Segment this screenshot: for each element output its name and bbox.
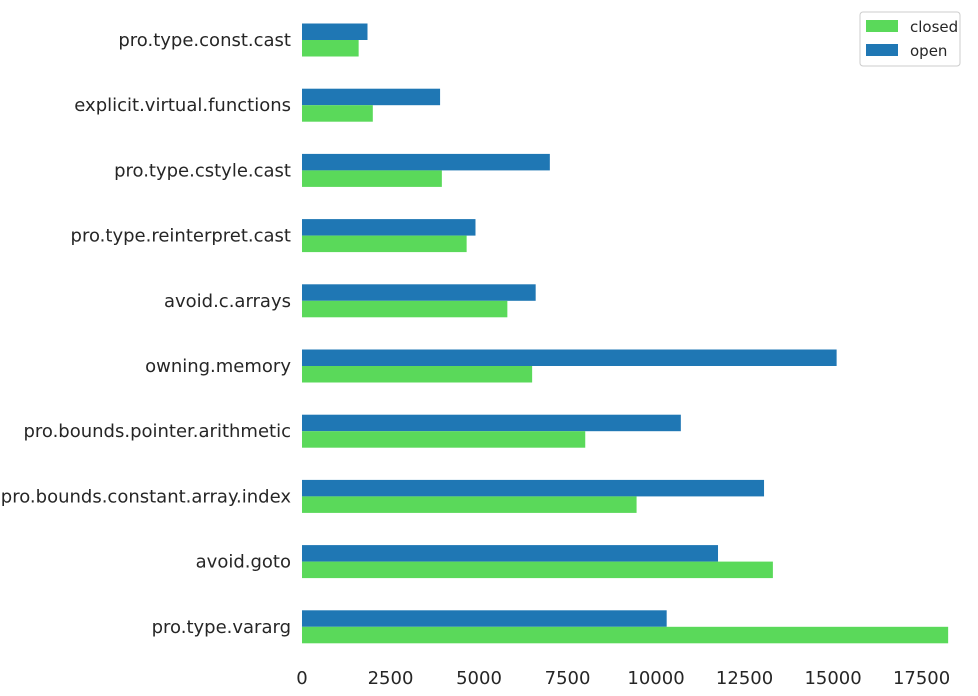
bar-open-2: [302, 153, 550, 171]
bar-closed-7: [302, 496, 637, 513]
legend-swatch-open: [866, 44, 898, 56]
bar-closed-5: [302, 366, 533, 383]
bar-closed-9: [302, 626, 949, 644]
category-label: avoid.goto: [196, 552, 291, 573]
bar-closed-1: [302, 105, 373, 122]
category-label: owning.memory: [145, 356, 291, 377]
x-tick-label: 12500: [716, 668, 773, 689]
x-tick-label: 10000: [627, 668, 684, 689]
bar-open-5: [302, 349, 837, 366]
bar-open-3: [302, 219, 476, 236]
legend-label-open: open: [910, 42, 947, 60]
x-tick-label: 5000: [456, 668, 502, 689]
category-labels: pro.type.const.cast explicit.virtual.func…: [1, 30, 292, 638]
bar-open-7: [302, 479, 765, 497]
category-label: explicit.virtual.functions: [74, 95, 291, 116]
bar-closed-6: [302, 431, 586, 448]
bar-open-4: [302, 284, 536, 301]
x-tick-label: 0: [296, 668, 307, 689]
category-label: pro.type.cstyle.cast: [114, 160, 291, 181]
bars-group: [302, 23, 949, 644]
bar-closed-0: [302, 40, 359, 57]
bar-closed-8: [302, 561, 773, 579]
bar-open-6: [302, 414, 681, 432]
x-tick-label: 17500: [893, 668, 950, 689]
category-label: pro.type.vararg: [152, 617, 291, 638]
legend: closed open: [859, 11, 961, 67]
bar-open-9: [302, 610, 667, 627]
bar-closed-4: [302, 300, 508, 318]
category-label: pro.bounds.constant.array.index: [1, 486, 292, 507]
x-tick-labels: 0 2500 5000 7500 10000 12500 15000 17500: [296, 668, 950, 689]
category-label: avoid.c.arrays: [164, 291, 291, 312]
x-tick-label: 15000: [804, 668, 861, 689]
legend-label-closed: closed: [910, 18, 958, 36]
bar-closed-3: [302, 235, 467, 253]
x-tick-label: 2500: [368, 668, 414, 689]
category-label: pro.bounds.pointer.arithmetic: [23, 421, 291, 442]
bar-open-0: [302, 23, 368, 40]
bar-closed-2: [302, 170, 442, 187]
x-tick-label: 7500: [545, 668, 591, 689]
bar-open-1: [302, 88, 441, 106]
bar-open-8: [302, 545, 719, 562]
category-label: pro.type.const.cast: [118, 30, 291, 51]
legend-swatch-closed: [866, 20, 898, 32]
category-label: pro.type.reinterpret.cast: [71, 226, 291, 247]
